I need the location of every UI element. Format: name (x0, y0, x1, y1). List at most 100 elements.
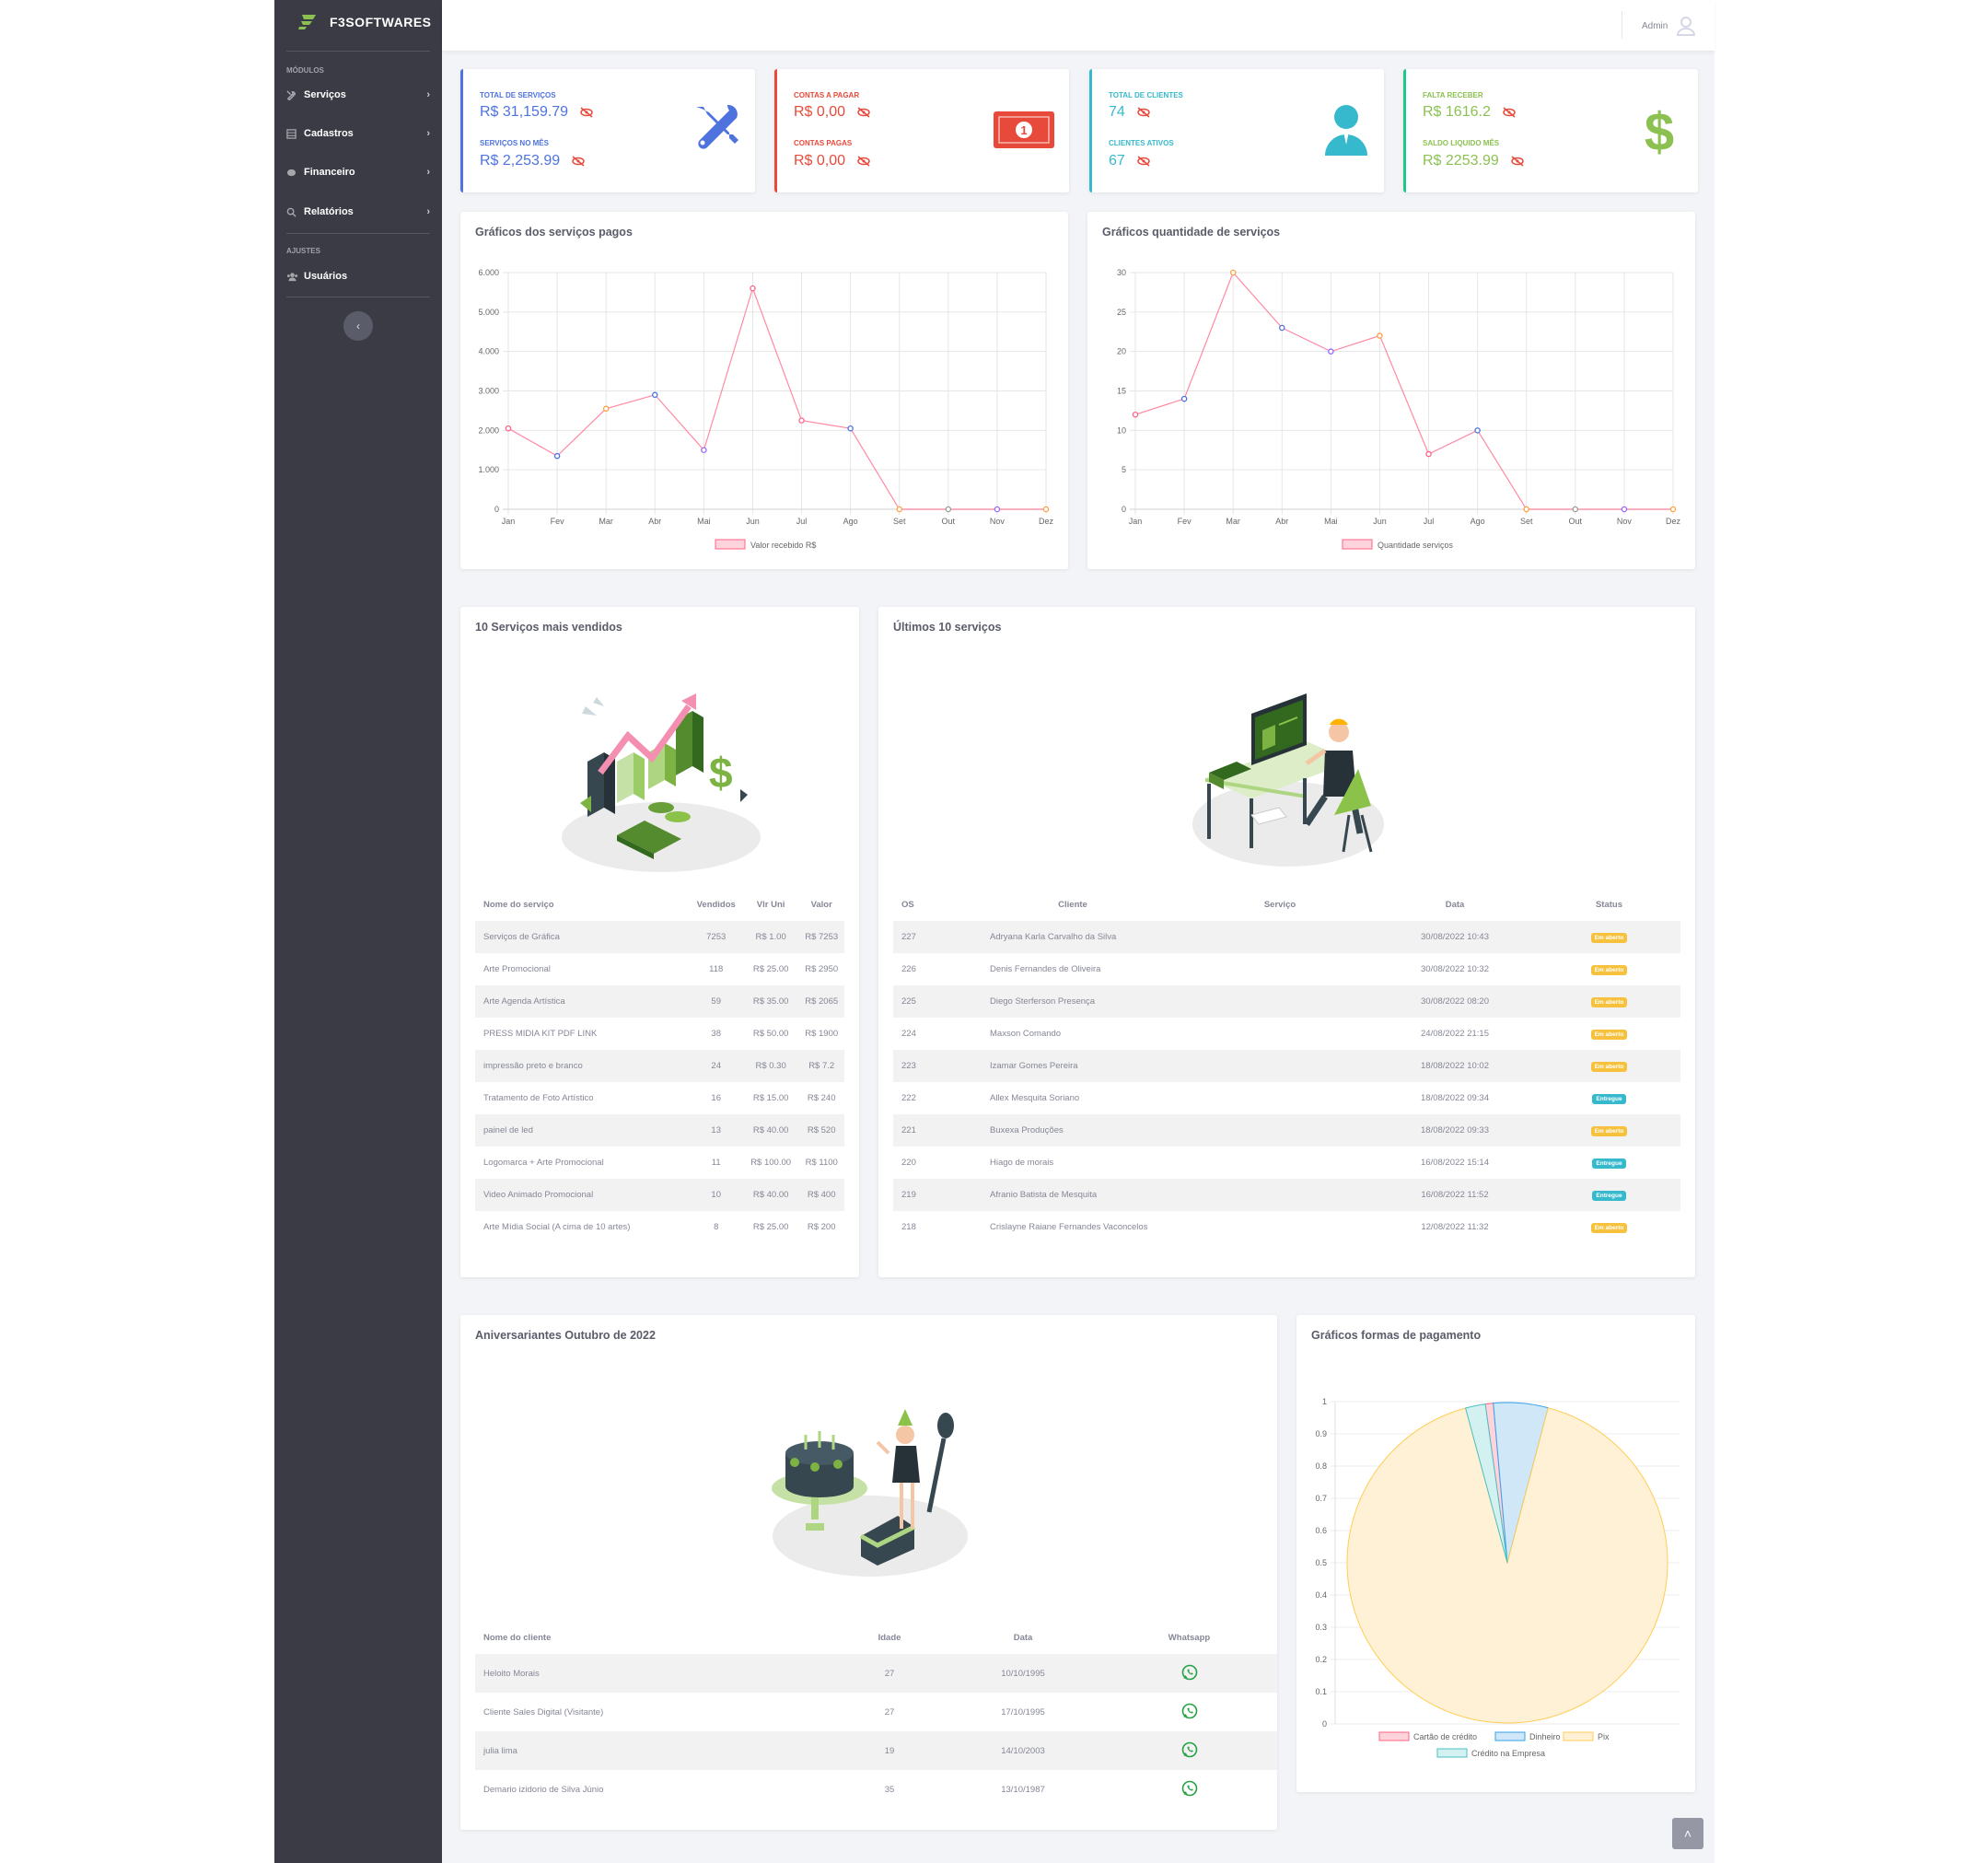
data-point (1180, 395, 1188, 402)
birthday-cake-illustration (772, 1409, 968, 1577)
eye-slash-icon[interactable] (1136, 156, 1151, 167)
data-point (896, 506, 902, 513)
sidebar-item-cadastros[interactable]: Cadastros › (286, 122, 430, 145)
status-cell: Em aberto (1538, 1114, 1680, 1147)
sidebar-item-label: Cadastros (304, 128, 354, 139)
svg-text:$: $ (709, 749, 733, 797)
data-point (553, 452, 561, 460)
x-tick-label: Dez (1039, 517, 1054, 526)
data-point (1377, 332, 1383, 339)
pie-slice (1346, 1407, 1668, 1724)
service-name-cell: painel de led (483, 1125, 533, 1135)
service-name-cell: Arte Mídia Social (A cima de 10 artes) (483, 1222, 631, 1232)
top-services-card: 10 Serviços mais vendidos $ Nome do serv… (460, 607, 859, 1277)
table-row[interactable]: 224 Maxson Comando 24/08/2022 21:15 Em aber… (893, 1018, 1680, 1050)
y-tick-label: 0 (1122, 505, 1126, 514)
birth-date-cell: 13/10/1987 (1001, 1784, 1045, 1795)
brand-name: F3SOFTWARES (330, 15, 432, 29)
kpi-value-text: R$ 2,253.99 (480, 153, 561, 169)
table-row: impressão preto e branco 24 R$ 0.30 R$ 7.2 (475, 1050, 844, 1082)
table-row: Cliente Sales Digital (Visitante) 27 17/10… (475, 1693, 1277, 1731)
os-number-cell: 224 (901, 1029, 916, 1039)
table-row[interactable]: 218 Crislayne Raiane Fernandes Vaconcelos… (893, 1211, 1680, 1243)
y-tick-label: 0.7 (1315, 1494, 1327, 1503)
whatsapp-icon[interactable] (1181, 1703, 1198, 1719)
status-badge: Em aberto (1590, 1125, 1628, 1136)
y-tick-label: 1.000 (478, 465, 499, 474)
chart-card-paid: Gráficos dos serviços pagos 0 1.000 2.000 3… (460, 212, 1068, 569)
unit-price-cell: R$ 1.00 (755, 932, 786, 942)
whatsapp-icon[interactable] (1181, 1664, 1198, 1681)
y-tick-label: 0.6 (1315, 1526, 1327, 1535)
table-row[interactable]: 226 Denis Fernandes de Oliveira 30/08/2022… (893, 953, 1680, 985)
data-point (1621, 506, 1628, 513)
age-cell: 27 (884, 1668, 895, 1679)
total-value-cell: R$ 7.2 (808, 1061, 835, 1071)
x-tick-label: Jan (1129, 517, 1143, 526)
data-point (1474, 427, 1481, 434)
sidebar-item-relatorios[interactable]: Relatórios › (286, 201, 430, 223)
status-cell: Entregue (1538, 1082, 1680, 1114)
brand[interactable]: F3SOFTWARES (298, 14, 432, 30)
os-number-cell: 225 (901, 996, 916, 1007)
sold-count-cell: 59 (711, 996, 721, 1007)
table-row[interactable]: 221 Buxexa Produções 18/08/2022 09:33 Em ab… (893, 1114, 1680, 1147)
sidebar-item-servicos[interactable]: Serviços › (286, 84, 430, 106)
y-tick-label: 6.000 (478, 268, 499, 277)
sidebar-divider (286, 233, 430, 234)
sold-count-cell: 13 (711, 1125, 721, 1135)
table-row[interactable]: 219 Afranio Batista de Mesquita 16/08/2022… (893, 1179, 1680, 1211)
column-header: Valor (810, 899, 832, 910)
scroll-to-top-button[interactable]: ˄ (1672, 1818, 1703, 1849)
column-header: Status (1595, 899, 1623, 910)
data-point (847, 425, 854, 432)
sidebar-item-label: Usuários (304, 271, 348, 282)
x-tick-label: Abr (1275, 517, 1288, 526)
data-point (1042, 506, 1050, 513)
chevron-right-icon: › (426, 167, 430, 178)
table-row[interactable]: 222 Allex Mesquita Soriano 18/08/2022 09:3… (893, 1082, 1680, 1114)
whatsapp-icon[interactable] (1181, 1780, 1198, 1797)
status-badge: Em aberto (1590, 1222, 1628, 1233)
x-tick-label: Out (1569, 517, 1583, 526)
kpi-value: R$ 2,253.99 (480, 153, 586, 169)
eye-slash-icon[interactable] (1136, 107, 1151, 118)
eye-slash-icon[interactable] (579, 107, 594, 118)
status-cell: Em aberto (1538, 985, 1680, 1018)
table-row[interactable]: 225 Diego Sterferson Presença 30/08/2022 0… (893, 985, 1680, 1018)
client-name-cell: Crislayne Raiane Fernandes Vaconcelos (990, 1222, 1148, 1232)
y-tick-label: 0.1 (1315, 1687, 1327, 1696)
table-row: Arte Mídia Social (A cima de 10 artes) 8 R… (475, 1211, 844, 1243)
service-cell (1188, 1179, 1372, 1211)
data-point (602, 405, 610, 413)
eye-slash-icon[interactable] (856, 107, 871, 118)
service-cell (1188, 1211, 1372, 1243)
table-row: Demario izidorio de Silva Júnio 35 13/10/1… (475, 1770, 1277, 1809)
table-row[interactable]: 220 Hiago de morais 16/08/2022 15:14 Entreg… (893, 1147, 1680, 1179)
eye-slash-icon[interactable] (1510, 156, 1525, 167)
data-point (798, 417, 805, 424)
eye-slash-icon[interactable] (856, 156, 871, 167)
table-row: Arte Agenda Artística 59 R$ 35.00 R$ 2065 (475, 985, 844, 1018)
kpi-value: R$ 0,00 (794, 104, 871, 121)
legend-swatch (1563, 1731, 1594, 1741)
y-tick-label: 0.3 (1315, 1623, 1327, 1632)
os-number-cell: 220 (901, 1158, 916, 1168)
chart-title: Gráficos dos serviços pagos (475, 226, 633, 239)
data-point (1425, 450, 1432, 458)
whatsapp-icon[interactable] (1181, 1741, 1198, 1758)
eye-slash-icon[interactable] (1502, 107, 1517, 118)
user-menu[interactable]: Admin (1642, 16, 1696, 36)
kpi-label: SERVIÇOS NO MÊS (480, 139, 549, 147)
table-header-row: OS Cliente Serviço Data Status (893, 888, 1680, 921)
eye-slash-icon[interactable] (571, 156, 586, 167)
unit-price-cell: R$ 0.30 (755, 1061, 786, 1071)
x-tick-label: Set (1520, 517, 1533, 526)
sidebar-toggle-button[interactable]: ‹ (343, 311, 373, 341)
kpi-value: 67 (1109, 153, 1151, 169)
legend-swatch (1494, 1731, 1526, 1741)
sidebar-item-usuarios[interactable]: Usuários (286, 265, 430, 287)
table-row[interactable]: 227 Adryana Karla Carvalho da Silva 30/08/… (893, 921, 1680, 953)
table-row[interactable]: 223 Izamar Gomes Pereira 18/08/2022 10:02 E… (893, 1050, 1680, 1082)
sidebar-item-financeiro[interactable]: Financeiro › (286, 161, 430, 183)
